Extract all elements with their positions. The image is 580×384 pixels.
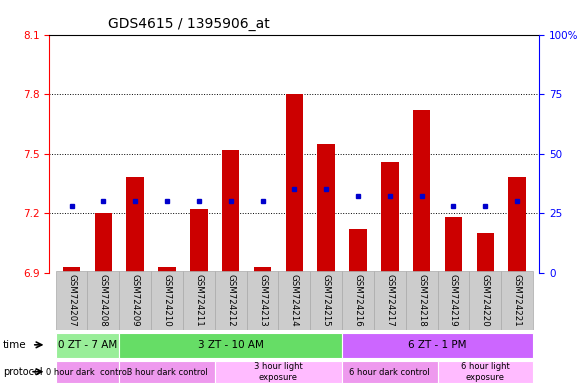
Text: GSM724208: GSM724208 <box>99 274 108 326</box>
Text: GSM724213: GSM724213 <box>258 274 267 326</box>
Bar <box>317 144 335 273</box>
Bar <box>406 271 437 330</box>
Bar <box>381 162 398 273</box>
Bar <box>183 271 215 330</box>
Bar <box>254 267 271 273</box>
Bar <box>437 361 533 383</box>
Bar <box>215 361 342 383</box>
Bar <box>158 267 176 273</box>
Bar <box>190 209 208 273</box>
Text: protocol: protocol <box>3 367 42 377</box>
Bar <box>509 177 526 273</box>
Bar <box>126 177 144 273</box>
Bar <box>56 333 119 358</box>
Text: time: time <box>3 340 27 350</box>
Text: GSM724215: GSM724215 <box>322 274 331 326</box>
Bar <box>222 150 240 273</box>
Text: GSM724219: GSM724219 <box>449 274 458 326</box>
Text: GDS4615 / 1395906_at: GDS4615 / 1395906_at <box>108 17 270 31</box>
Bar <box>63 267 80 273</box>
Text: GSM724214: GSM724214 <box>290 274 299 326</box>
Bar <box>119 361 215 383</box>
Text: 6 hour dark control: 6 hour dark control <box>349 367 430 377</box>
Bar <box>342 271 374 330</box>
Bar <box>437 271 469 330</box>
Bar <box>215 271 246 330</box>
Text: GSM724210: GSM724210 <box>162 274 172 326</box>
Bar <box>342 333 533 358</box>
Text: 3 ZT - 10 AM: 3 ZT - 10 AM <box>198 340 264 350</box>
Text: 6 ZT - 1 PM: 6 ZT - 1 PM <box>408 340 467 350</box>
Bar <box>413 110 430 273</box>
Bar <box>445 217 462 273</box>
Text: GSM724217: GSM724217 <box>385 274 394 326</box>
Bar <box>151 271 183 330</box>
Text: GSM724212: GSM724212 <box>226 274 235 326</box>
Text: 3 hour light
exposure: 3 hour light exposure <box>254 362 303 382</box>
Text: 6 hour light
exposure: 6 hour light exposure <box>461 362 510 382</box>
Bar <box>477 233 494 273</box>
Bar <box>95 213 112 273</box>
Text: 0 ZT - 7 AM: 0 ZT - 7 AM <box>58 340 117 350</box>
Bar <box>56 361 119 383</box>
Text: GSM724216: GSM724216 <box>353 274 362 326</box>
Bar <box>349 229 367 273</box>
Bar <box>501 271 533 330</box>
Bar <box>56 271 88 330</box>
Text: GSM724220: GSM724220 <box>481 274 490 326</box>
Text: GSM724218: GSM724218 <box>417 274 426 326</box>
Text: GSM724209: GSM724209 <box>130 274 140 326</box>
Bar <box>469 271 501 330</box>
Bar <box>342 361 437 383</box>
Text: GSM724211: GSM724211 <box>194 274 204 326</box>
Text: 3 hour dark control: 3 hour dark control <box>126 367 208 377</box>
Text: GSM724207: GSM724207 <box>67 274 76 326</box>
Bar <box>285 94 303 273</box>
Bar <box>119 271 151 330</box>
Bar <box>310 271 342 330</box>
Bar <box>246 271 278 330</box>
Text: 0 hour dark  control: 0 hour dark control <box>46 367 129 377</box>
Bar <box>119 333 342 358</box>
Text: GSM724221: GSM724221 <box>513 274 521 326</box>
Bar <box>88 271 119 330</box>
Bar <box>278 271 310 330</box>
Bar <box>374 271 406 330</box>
